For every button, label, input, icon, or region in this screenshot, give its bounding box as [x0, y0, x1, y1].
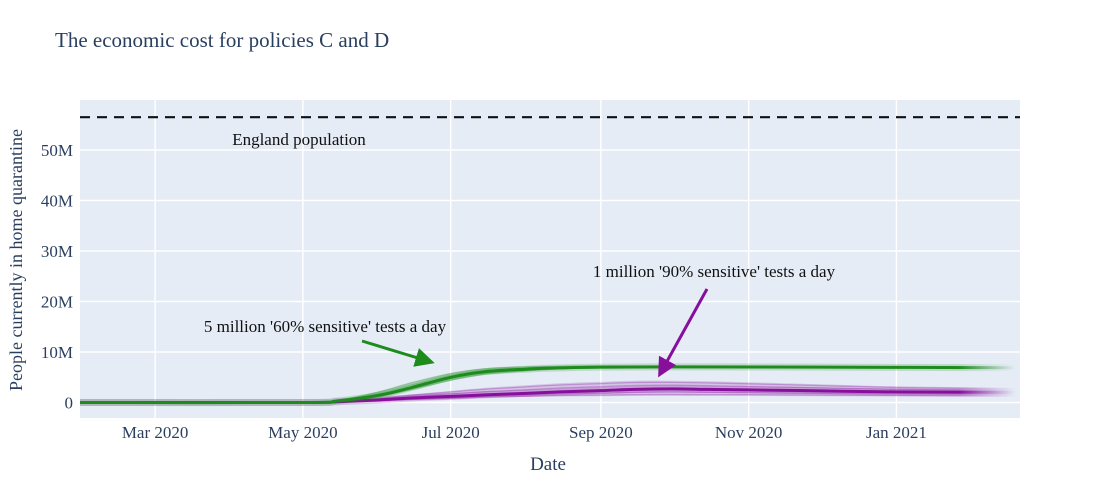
series-line-policy-c [78, 365, 1022, 405]
y-tick-label: 40M [41, 192, 73, 211]
y-tick-label: 10M [41, 343, 73, 362]
annotation-arrow-green [361, 339, 435, 367]
plot-area[interactable] [80, 100, 1020, 418]
chart-title: The economic cost for policies C and D [55, 28, 390, 52]
y-axis-tick-labels: 0 10M 20M 30M 40M 50M [41, 141, 73, 413]
annotation-arrow-purple [658, 288, 709, 378]
england-population-label: England population [232, 130, 366, 149]
y-tick-label: 20M [41, 293, 73, 312]
y-tick-label: 0 [65, 394, 74, 413]
gridlines [80, 100, 1020, 418]
annotation-arrows [361, 288, 709, 378]
x-tick-label: Sep 2020 [569, 423, 633, 442]
annotation-policy-c-label: 5 million '60% sensitive' tests a day [203, 317, 447, 336]
y-axis-title: People currently in home quarantine [6, 129, 26, 391]
x-tick-label: Jul 2020 [422, 423, 480, 442]
x-tick-label: Nov 2020 [715, 423, 783, 442]
x-tick-label: May 2020 [268, 423, 337, 442]
y-tick-label: 50M [41, 141, 73, 160]
x-axis-title: Date [530, 454, 566, 475]
series-curves [76, 363, 1024, 407]
x-tick-label: Mar 2020 [122, 423, 189, 442]
y-tick-label: 30M [41, 242, 73, 261]
annotation-policy-d-label: 1 million '90% sensitive' tests a day [592, 262, 836, 281]
x-tick-label: Jan 2021 [866, 423, 927, 442]
x-axis-tick-labels: Mar 2020 May 2020 Jul 2020 Sep 2020 Nov 2020… [122, 423, 927, 442]
